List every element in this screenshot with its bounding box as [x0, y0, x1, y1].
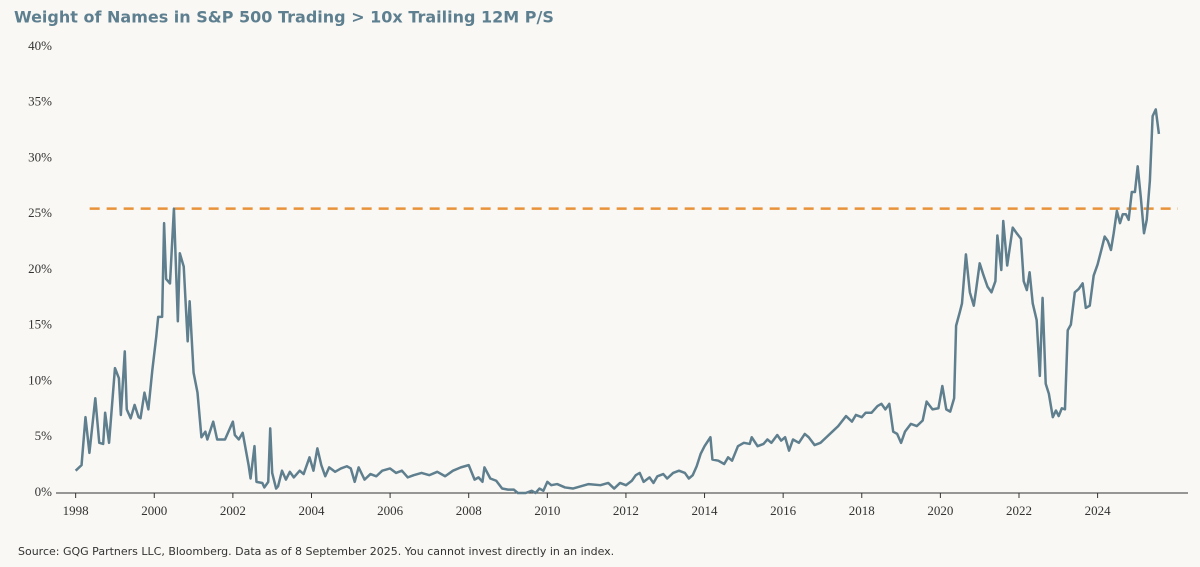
y-tick-label: 0%: [35, 484, 53, 499]
y-tick-label: 30%: [28, 149, 52, 164]
x-tick-label: 2008: [456, 503, 482, 518]
x-tick-label: 2016: [770, 503, 797, 518]
chart-title: Weight of Names in S&P 500 Trading > 10x…: [14, 8, 554, 27]
x-tick-label: 2018: [849, 503, 875, 518]
x-tick-label: 2024: [1085, 503, 1112, 518]
y-tick-label: 40%: [28, 38, 52, 53]
data-line: [74, 108, 1161, 495]
y-tick-label: 15%: [28, 317, 52, 332]
x-tick-label: 2002: [220, 503, 246, 518]
y-tick-label: 20%: [28, 261, 52, 276]
x-tick-label: 2020: [927, 503, 953, 518]
x-tick-label: 2006: [377, 503, 404, 518]
x-tick-label: 2000: [141, 503, 167, 518]
x-tick-label: 1998: [63, 503, 89, 518]
x-tick-label: 2010: [534, 503, 560, 518]
y-tick-label: 25%: [28, 205, 52, 220]
x-tick-label: 2012: [613, 503, 639, 518]
x-tick-label: 2022: [1006, 503, 1032, 518]
source-note: Source: GQG Partners LLC, Bloomberg. Dat…: [18, 545, 614, 558]
y-tick-label: 5%: [35, 428, 53, 443]
x-tick-label: 2014: [692, 503, 719, 518]
y-tick-label: 35%: [28, 94, 52, 109]
y-tick-label: 10%: [28, 372, 52, 387]
x-tick-label: 2004: [298, 503, 325, 518]
